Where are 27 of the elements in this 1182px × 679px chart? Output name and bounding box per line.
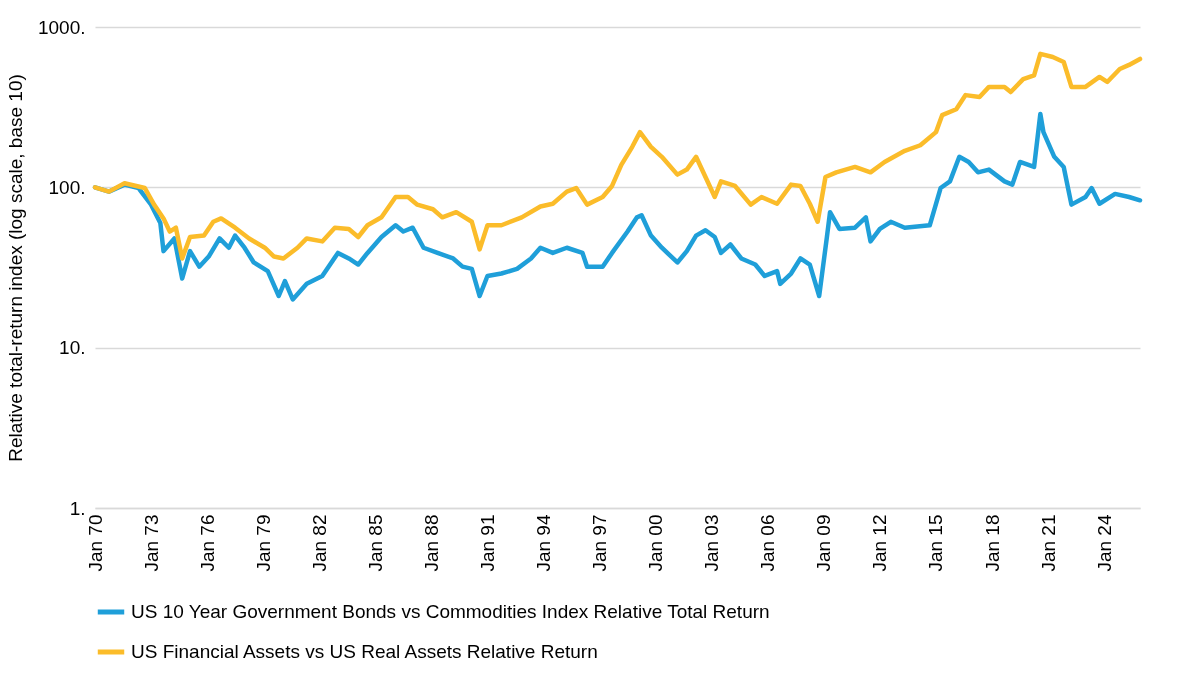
- legend-label: US 10 Year Government Bonds vs Commodities Index Relative Total Return: [131, 601, 770, 622]
- x-tick-label: Jan 15: [925, 514, 947, 572]
- x-tick-label: Jan 24: [1093, 514, 1115, 572]
- x-tick-label: Jan 00: [645, 514, 667, 572]
- legend-label: US Financial Assets vs US Real Assets Relative Return: [131, 641, 598, 662]
- y-tick-label: 100.: [48, 176, 86, 198]
- x-tick-label: Jan 18: [981, 514, 1003, 572]
- x-tick-label: Jan 85: [364, 514, 386, 572]
- x-tick-label: Jan 76: [196, 514, 218, 572]
- y-tick-label: 1000.: [37, 16, 86, 38]
- x-tick-label: Jan 12: [869, 514, 891, 572]
- x-tick-label: Jan 06: [757, 514, 779, 572]
- x-tick-label: Jan 70: [84, 514, 106, 572]
- y-tick-label: 1.: [69, 497, 86, 519]
- x-tick-label: Jan 97: [589, 514, 611, 572]
- x-tick-label: Jan 82: [308, 514, 330, 572]
- x-tick-label: Jan 94: [533, 514, 555, 572]
- line-series: [92, 51, 1143, 261]
- y-axis-title: Relative total-return index (log scale, base 10): [4, 74, 26, 462]
- x-tick-label: Jan 03: [701, 514, 723, 572]
- x-tick-label: Jan 79: [252, 514, 274, 572]
- x-tick-label: Jan 73: [140, 514, 162, 572]
- x-tick-label: Jan 91: [476, 514, 498, 572]
- x-tick-label: Jan 21: [1037, 514, 1059, 572]
- y-tick-label: 10.: [59, 337, 86, 359]
- x-tick-label: Jan 88: [420, 514, 442, 572]
- x-tick-label: Jan 09: [813, 514, 835, 572]
